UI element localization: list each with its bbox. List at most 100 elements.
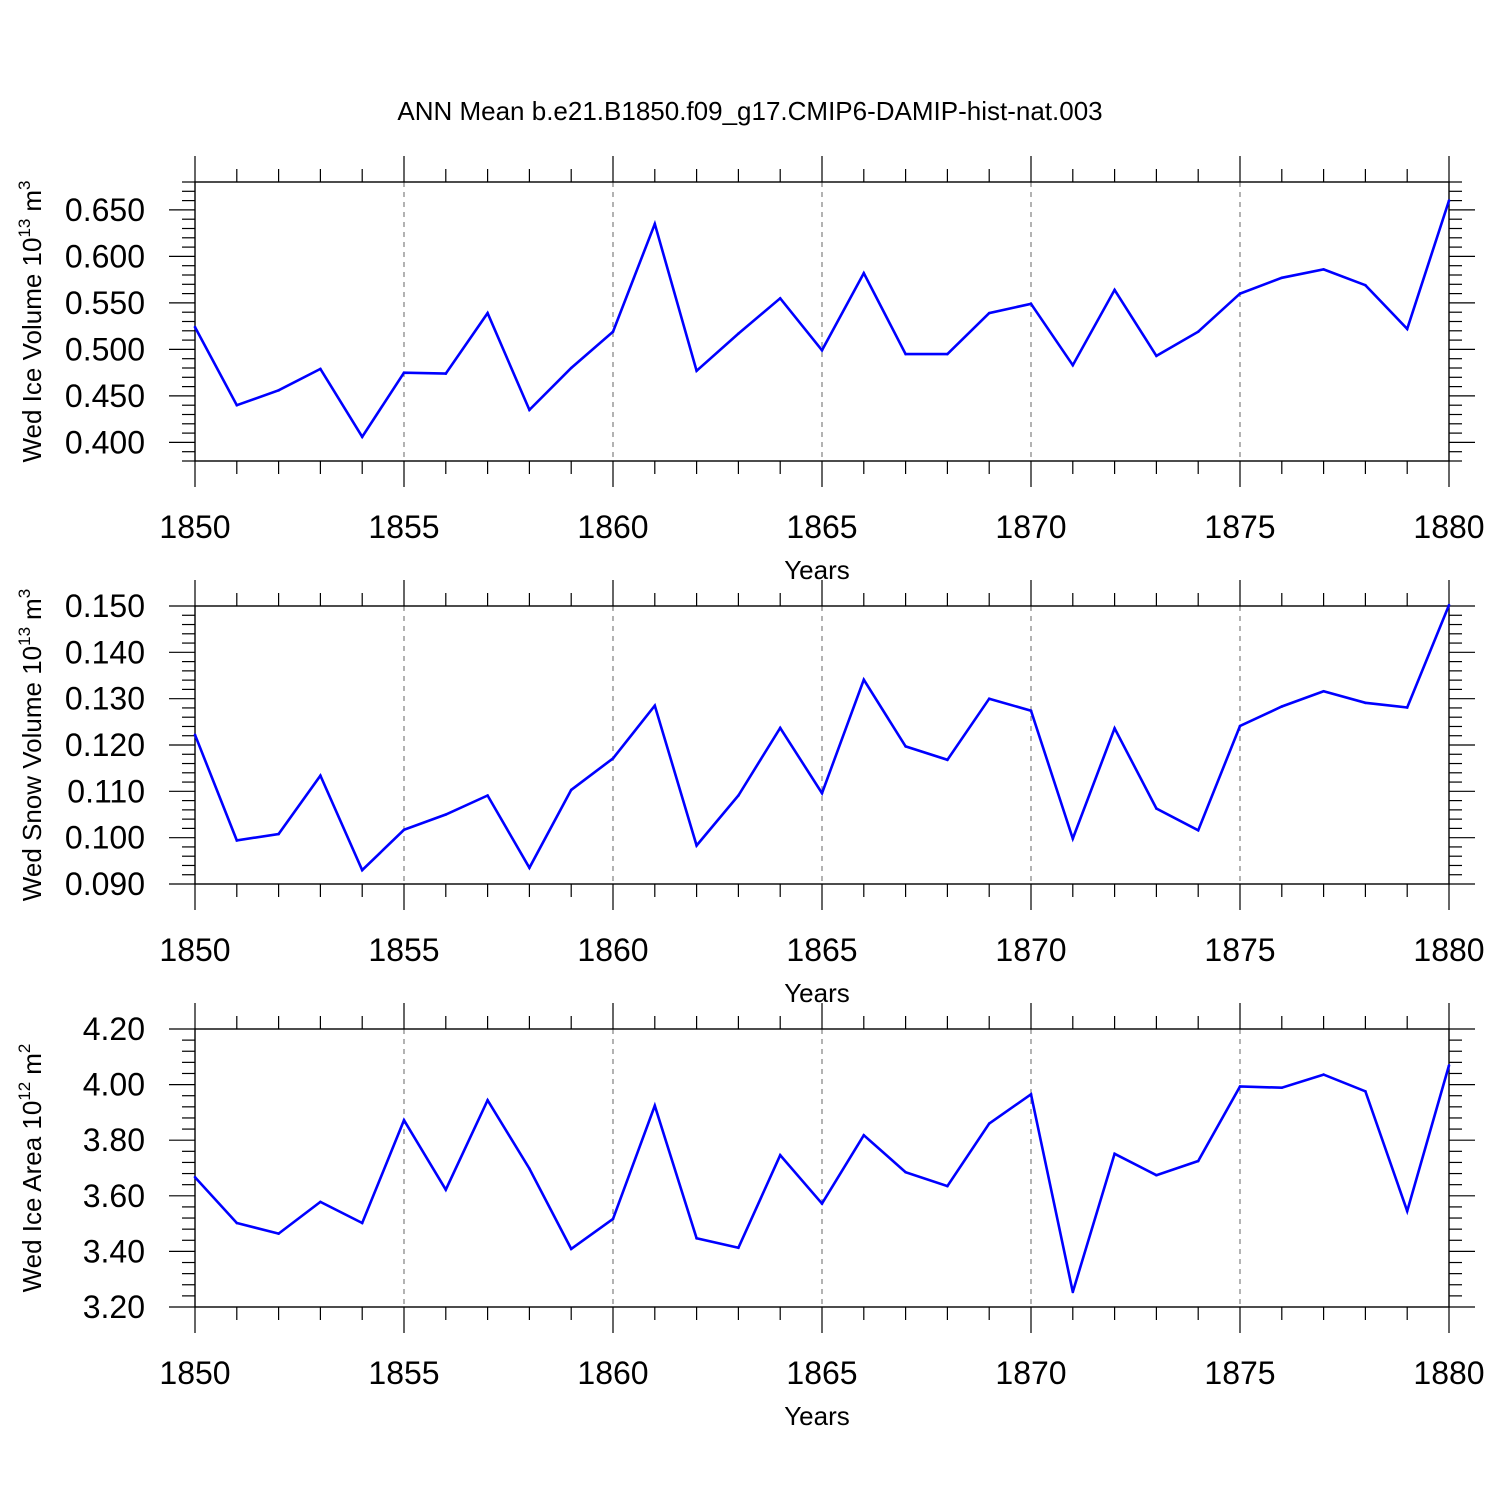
y-axis-label-unit: m — [17, 1053, 47, 1075]
data-point — [904, 1170, 907, 1174]
data-point — [1071, 363, 1075, 367]
data-point — [235, 1221, 239, 1225]
y-tick-label: 0.130 — [65, 681, 145, 717]
y-axis-label: Wed Ice Area 1012 m2 — [15, 1044, 47, 1293]
data-point — [528, 866, 531, 870]
data-point — [277, 832, 280, 836]
chart-panel-2: 1850 1855 1860 1865 1870 1875 1880 Years 0.090 0.… — [15, 580, 1485, 1008]
data-point — [1405, 327, 1409, 331]
data-point — [360, 1221, 364, 1225]
y-tick-label: 3.20 — [83, 1289, 145, 1325]
data-point — [695, 844, 698, 847]
y-tick-label: 0.090 — [65, 866, 145, 902]
data-point — [987, 1122, 991, 1125]
data-point — [1364, 1089, 1367, 1093]
chart-panel-3: 1850 1855 1860 1865 1870 1875 1880 Years 3.20 3.4… — [15, 1003, 1485, 1431]
data-point — [1113, 727, 1116, 730]
data-point — [402, 828, 406, 832]
y-tick-label: 0.140 — [65, 634, 145, 670]
data-point — [946, 352, 949, 356]
y-axis-label-unit-exponent: 3 — [15, 180, 34, 189]
data-point — [569, 366, 573, 370]
x-tick-label: 1850 — [159, 932, 230, 968]
data-point — [1447, 1064, 1451, 1067]
data-point — [653, 704, 657, 707]
chart-title: ANN Mean b.e21.B1850.f09_g17.CMIP6-DAMIP… — [397, 96, 1102, 126]
data-point — [611, 757, 615, 760]
x-tick-label: 1865 — [786, 509, 857, 545]
data-point — [360, 435, 364, 439]
y-axis-label: Wed Snow Volume 1013 m3 — [15, 589, 47, 901]
data-point — [611, 1217, 615, 1221]
data-point — [1447, 199, 1451, 202]
data-point — [737, 332, 740, 335]
data-point — [1447, 603, 1451, 607]
y-tick-label: 0.650 — [65, 192, 145, 228]
data-point — [1196, 1159, 1200, 1163]
x-tick-label: 1855 — [368, 1355, 439, 1391]
y-tick-label: 0.500 — [65, 331, 145, 367]
data-point — [904, 352, 907, 356]
data-point — [737, 1246, 740, 1250]
x-tick-label: 1855 — [368, 932, 439, 968]
y-tick-label: 0.600 — [65, 238, 145, 274]
data-point — [277, 1232, 280, 1235]
x-tick-label: 1870 — [995, 509, 1066, 545]
x-tick-label: 1880 — [1413, 509, 1484, 545]
data-point — [653, 222, 657, 226]
data-point — [444, 372, 448, 375]
data-point — [1322, 268, 1325, 271]
y-tick-label: 4.20 — [83, 1011, 145, 1047]
data-point — [486, 794, 489, 797]
data-point — [528, 408, 531, 412]
data-point — [193, 733, 197, 737]
y-axis-label-text: Wed Ice Area 10 — [17, 1101, 47, 1293]
data-point — [778, 1153, 782, 1157]
data-point — [904, 745, 907, 748]
x-tick-label: 1860 — [577, 932, 648, 968]
y-axis-label-unit: m — [17, 190, 47, 212]
data-point — [820, 349, 824, 352]
y-tick-label: 3.80 — [83, 1122, 145, 1158]
x-tick-label: 1850 — [159, 509, 230, 545]
y-axis-label-exponent: 13 — [15, 219, 34, 238]
data-point — [611, 330, 615, 334]
data-point — [1280, 276, 1284, 280]
data-point — [1238, 292, 1242, 295]
x-axis-label: Years — [784, 978, 850, 1008]
y-tick-label: 0.550 — [65, 285, 145, 321]
y-tick-label: 0.110 — [67, 773, 145, 809]
data-point — [820, 791, 824, 795]
data-point — [820, 1202, 824, 1205]
data-point — [1113, 1152, 1116, 1156]
data-point — [486, 311, 489, 315]
y-tick-label: 0.450 — [65, 378, 145, 414]
data-point — [653, 1104, 657, 1108]
data-point — [987, 697, 991, 700]
data-point — [1364, 701, 1367, 705]
data-point — [1364, 283, 1367, 287]
data-point — [1405, 706, 1409, 709]
data-point — [444, 1188, 448, 1191]
data-point — [1029, 1093, 1033, 1096]
x-tick-label: 1865 — [786, 932, 857, 968]
y-axis-label-unit-exponent: 2 — [15, 1044, 34, 1053]
data-point — [1155, 354, 1158, 358]
data-point — [946, 758, 949, 762]
data-point — [1280, 705, 1284, 708]
y-tick-label: 0.120 — [65, 727, 145, 763]
x-tick-label: 1870 — [995, 1355, 1066, 1391]
data-point — [1238, 1085, 1242, 1088]
chart-panel-1: 1850 1855 1860 1865 1870 1875 1880 Years 0.400 0.… — [15, 156, 1485, 585]
data-point — [402, 1118, 406, 1122]
data-point — [1196, 330, 1200, 334]
x-tick-label: 1875 — [1204, 932, 1275, 968]
data-point — [193, 325, 197, 329]
x-tick-label: 1875 — [1204, 509, 1275, 545]
x-tick-label: 1850 — [159, 1355, 230, 1391]
data-point — [235, 403, 239, 407]
x-tick-label: 1855 — [368, 509, 439, 545]
y-axis-label-exponent: 12 — [15, 1082, 34, 1101]
data-point — [486, 1098, 489, 1102]
